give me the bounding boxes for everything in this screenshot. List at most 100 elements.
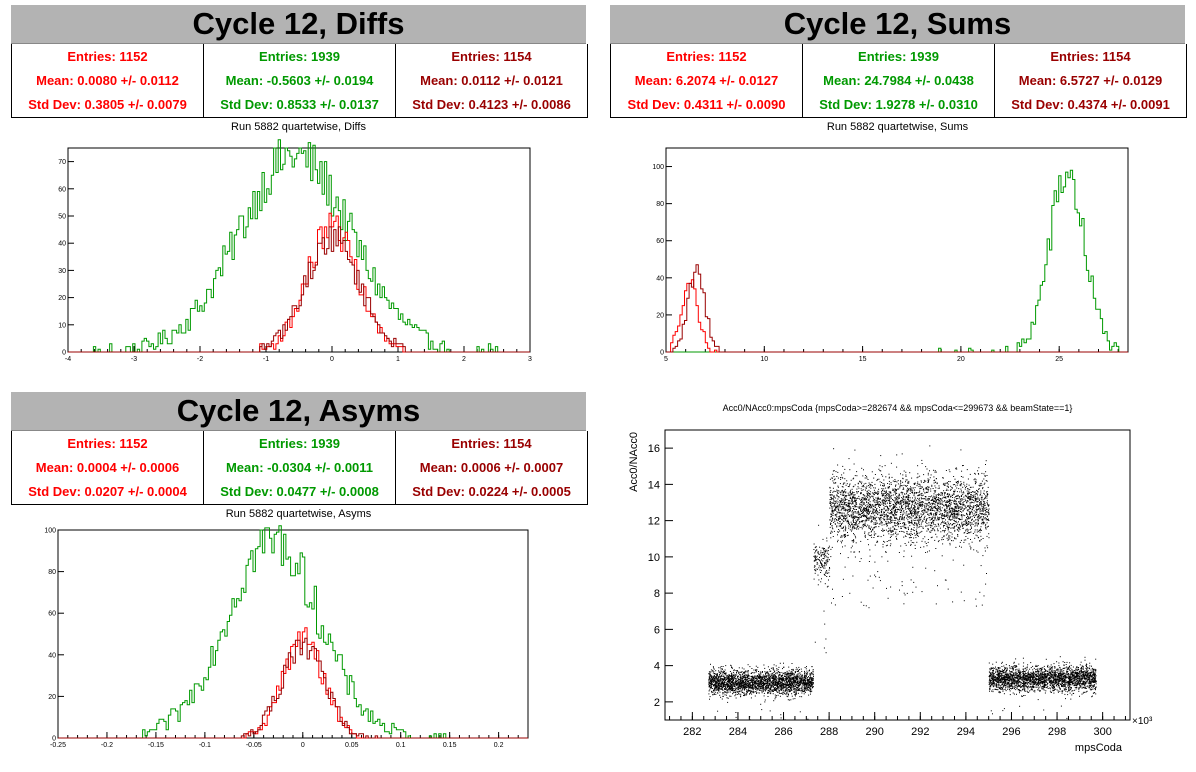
scatter-point — [732, 675, 734, 677]
scatter-point — [960, 488, 962, 490]
scatter-point — [727, 675, 729, 677]
scatter-point — [769, 691, 771, 693]
scatter-point — [767, 684, 769, 686]
scatter-point — [710, 663, 711, 665]
scatter-point — [758, 680, 760, 682]
scatter-point — [755, 665, 757, 667]
scatter-point — [966, 501, 968, 503]
scatter-point — [738, 691, 740, 693]
scatter-point — [784, 679, 786, 681]
scatter-point — [886, 505, 888, 507]
scatter-point — [941, 492, 943, 494]
scatter-point — [825, 652, 827, 654]
scatter-point — [884, 503, 886, 505]
scatter-point — [759, 686, 761, 688]
scatter-point — [974, 483, 976, 485]
scatter-point — [736, 670, 738, 671]
scatter-point — [740, 677, 742, 679]
scatter-point — [850, 547, 852, 549]
scatter-point — [801, 688, 803, 689]
scatter-point — [845, 528, 847, 530]
scatter-point — [821, 553, 823, 555]
scatter-point — [954, 507, 956, 509]
scatter-point — [795, 694, 797, 695]
scatter-point — [907, 495, 909, 497]
scatter-point — [832, 512, 834, 514]
scatter-point — [708, 683, 710, 685]
scatter-point — [850, 489, 852, 491]
scatter-point — [837, 490, 839, 492]
scatter-point — [885, 551, 887, 553]
scatter-point — [726, 684, 728, 686]
scatter-point — [724, 669, 726, 671]
scatter-point — [762, 671, 763, 672]
scatter-point — [731, 675, 732, 677]
scatter-point — [889, 545, 891, 547]
scatter-point — [761, 678, 763, 680]
scatter-point — [882, 529, 884, 531]
scatter-point — [943, 490, 945, 492]
scatter-point — [737, 679, 739, 681]
scatter-point — [950, 502, 952, 504]
scatter-point — [775, 683, 777, 685]
scatter-point — [810, 682, 812, 683]
scatter-point — [759, 673, 761, 675]
scatter-point — [943, 535, 945, 537]
scatter-point — [927, 472, 929, 474]
scatter-point — [983, 504, 985, 506]
scatter-point — [713, 675, 715, 677]
scatter-point — [716, 686, 717, 688]
scatter-point — [786, 685, 788, 687]
scatter-point — [792, 698, 794, 700]
scatter-point — [922, 494, 924, 496]
scatter-point — [804, 673, 806, 675]
scatter-point — [928, 496, 930, 497]
scatter-point — [744, 686, 746, 688]
scatter-point — [847, 523, 849, 525]
scatter-point — [850, 493, 852, 495]
scatter-point — [811, 672, 813, 674]
scatter-point — [869, 485, 871, 487]
scatter-point — [938, 508, 940, 510]
scatter-point — [958, 480, 959, 482]
y-axis-label: Acc0/NAcc0 — [628, 432, 640, 492]
scatter-point — [772, 676, 774, 678]
scatter-point — [923, 518, 925, 520]
scatter-point — [815, 560, 817, 562]
scatter-point — [805, 678, 807, 680]
scatter-point — [774, 681, 776, 683]
scatter-point — [790, 678, 792, 679]
scatter-point — [817, 568, 818, 570]
scatter-point — [731, 686, 733, 688]
scatter-point — [858, 506, 860, 508]
scatter-point — [939, 516, 941, 518]
scatter-point — [862, 526, 864, 528]
scatter-point — [772, 684, 774, 686]
scatter-point — [926, 508, 928, 509]
scatter-point — [763, 686, 765, 688]
scatter-point — [918, 504, 920, 506]
scatter-point — [978, 498, 980, 500]
y-tick-label: 4 — [654, 661, 660, 673]
scatter-point — [720, 676, 722, 677]
scatter-point — [900, 501, 902, 503]
scatter-point — [832, 498, 834, 500]
scatter-point — [762, 687, 764, 689]
scatter-point — [708, 693, 710, 695]
scatter-point — [754, 675, 756, 677]
scatter-point — [747, 681, 749, 683]
scatter-point — [895, 519, 897, 521]
scatter-point — [874, 574, 876, 576]
scatter-point — [743, 679, 745, 681]
scatter-point — [927, 513, 929, 515]
scatter-point — [788, 672, 790, 674]
scatter-point — [924, 504, 926, 506]
scatter-point — [909, 522, 911, 524]
scatter-point — [907, 516, 909, 518]
scatter-point — [746, 685, 748, 687]
scatter-point — [963, 492, 965, 494]
scatter-point — [738, 678, 740, 680]
scatter-point — [802, 678, 804, 680]
scatter-point — [924, 515, 926, 517]
scatter-point — [789, 673, 790, 675]
